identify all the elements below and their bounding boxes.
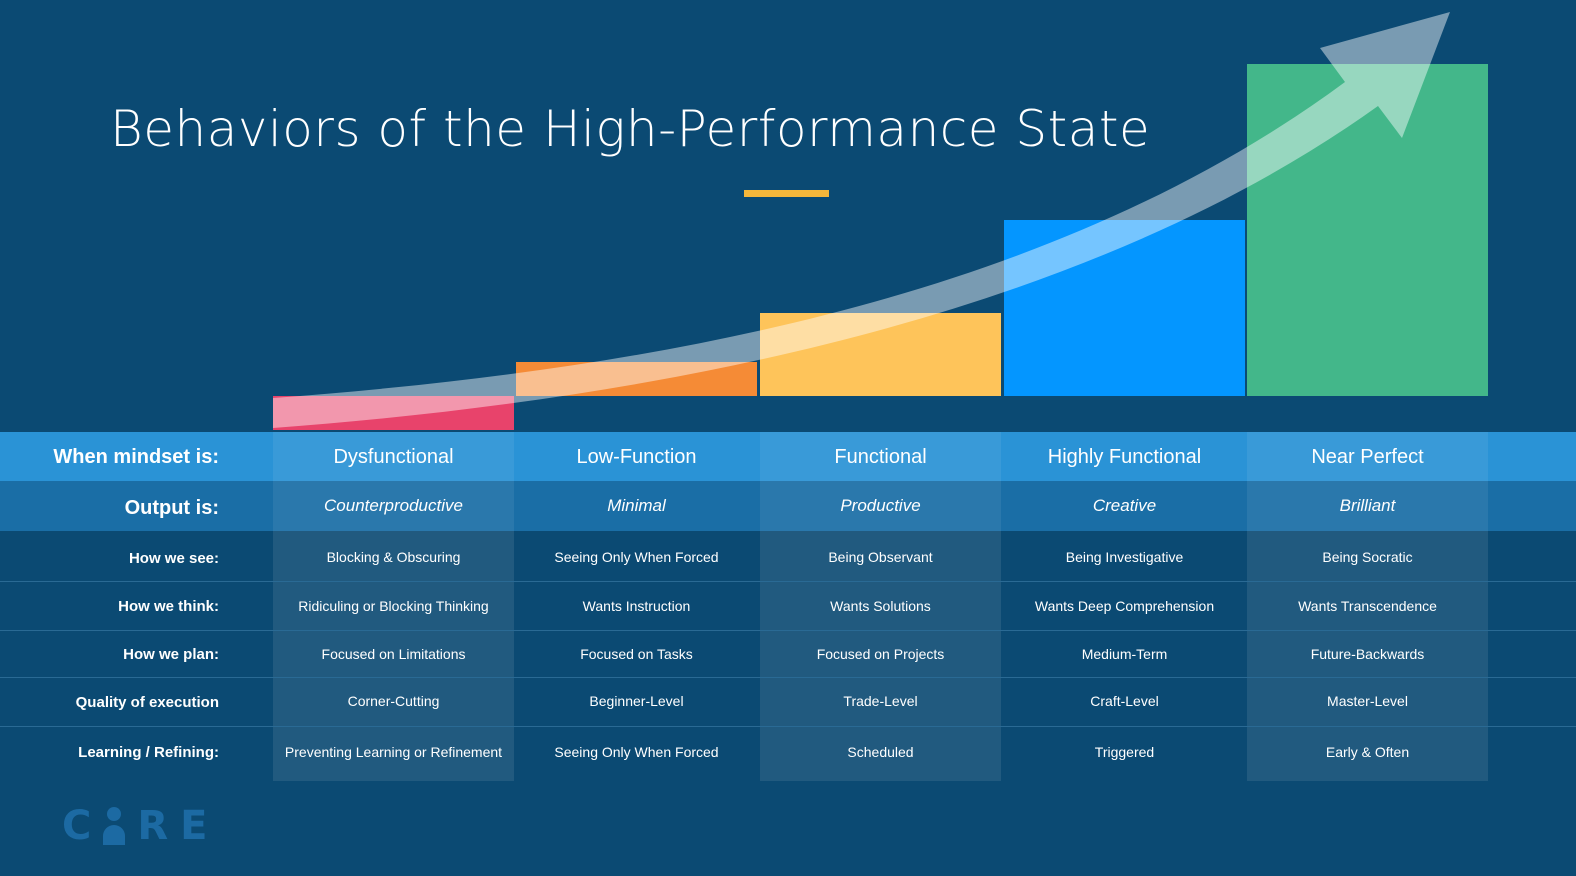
learning-cell: Scheduled bbox=[847, 744, 914, 760]
row-divider bbox=[0, 677, 1576, 678]
output-cell: Counterproductive bbox=[324, 496, 463, 515]
step-dysfunctional bbox=[273, 396, 514, 430]
plan-cell: Focused on Projects bbox=[816, 646, 945, 662]
row-label-learning: Learning / Refining: bbox=[78, 744, 219, 761]
row-label-plan: How we plan: bbox=[123, 646, 219, 663]
mindset-cell: Highly Functional bbox=[1047, 446, 1202, 468]
row-label-quality: Quality of execution bbox=[75, 694, 219, 711]
see-cell: Being Investigative bbox=[1065, 549, 1184, 565]
quality-cell: Corner-Cutting bbox=[347, 693, 440, 709]
plan-cell: Focused on Limitations bbox=[321, 646, 466, 662]
logo-letter-c: C bbox=[62, 803, 92, 849]
think-cell: Ridiculing or Blocking Thinking bbox=[298, 598, 489, 614]
header-shade-dysfunctional bbox=[273, 432, 514, 531]
step-near-perfect bbox=[1247, 64, 1488, 396]
row-divider bbox=[0, 581, 1576, 582]
think-cell: Wants Instruction bbox=[582, 598, 691, 614]
column-shade-dysfunctional bbox=[273, 531, 514, 781]
quality-cell: Beginner-Level bbox=[589, 693, 684, 709]
growth-arrow bbox=[273, 12, 1450, 428]
think-cell: Wants Solutions bbox=[830, 598, 931, 614]
step-functional bbox=[760, 313, 1001, 396]
plan-cell: Future-Backwards bbox=[1310, 646, 1425, 662]
quality-cell: Craft-Level bbox=[1090, 693, 1159, 709]
header-shade-near-perfect bbox=[1247, 432, 1488, 531]
title-accent-bar bbox=[744, 190, 829, 197]
mindset-cell: Low-Function bbox=[576, 446, 697, 468]
row-label-mindset: When mindset is: bbox=[53, 446, 219, 468]
see-cell: Being Observant bbox=[828, 549, 933, 565]
mindset-cell: Near Perfect bbox=[1311, 446, 1424, 468]
mindset-cell: Dysfunctional bbox=[333, 446, 454, 468]
quality-cell: Master-Level bbox=[1327, 693, 1408, 709]
plan-cell: Focused on Tasks bbox=[580, 646, 693, 662]
core-logo: C R E bbox=[62, 803, 208, 849]
output-row-band bbox=[0, 481, 1576, 531]
header-shade-functional bbox=[760, 432, 1001, 531]
think-cell: Wants Transcendence bbox=[1298, 598, 1437, 614]
row-label-think: How we think: bbox=[118, 598, 219, 615]
mindset-cell: Functional bbox=[834, 446, 927, 468]
page-title: Behaviors of the High-Performance State bbox=[110, 100, 1151, 158]
output-cell: Creative bbox=[1092, 496, 1157, 515]
learning-cell: Triggered bbox=[1094, 744, 1155, 760]
row-divider bbox=[0, 630, 1576, 631]
mindset-row-band bbox=[0, 432, 1576, 481]
logo-letter-r: R bbox=[137, 803, 169, 849]
think-cell: Wants Deep Comprehension bbox=[1034, 598, 1215, 614]
step-low-function bbox=[516, 362, 757, 396]
learning-cell: Preventing Learning or Refinement bbox=[284, 744, 503, 760]
quality-cell: Trade-Level bbox=[843, 693, 918, 709]
see-cell: Being Socratic bbox=[1322, 549, 1413, 565]
step-highly-functional bbox=[1004, 220, 1245, 396]
see-cell: Seeing Only When Forced bbox=[554, 549, 719, 565]
see-cell: Blocking & Obscuring bbox=[326, 549, 461, 565]
row-label-see: How we see: bbox=[128, 550, 219, 567]
output-cell: Productive bbox=[840, 496, 921, 515]
learning-cell: Early & Often bbox=[1325, 744, 1410, 760]
logo-letter-e: E bbox=[180, 803, 208, 849]
output-cell: Minimal bbox=[607, 496, 666, 515]
output-cell: Brilliant bbox=[1339, 496, 1396, 515]
row-label-output: Output is: bbox=[124, 497, 219, 519]
row-divider bbox=[0, 726, 1576, 727]
plan-cell: Medium-Term bbox=[1081, 646, 1168, 662]
learning-cell: Seeing Only When Forced bbox=[554, 744, 719, 760]
column-shade-near-perfect bbox=[1247, 531, 1488, 781]
column-shade-functional bbox=[760, 531, 1001, 781]
person-icon bbox=[103, 807, 126, 845]
